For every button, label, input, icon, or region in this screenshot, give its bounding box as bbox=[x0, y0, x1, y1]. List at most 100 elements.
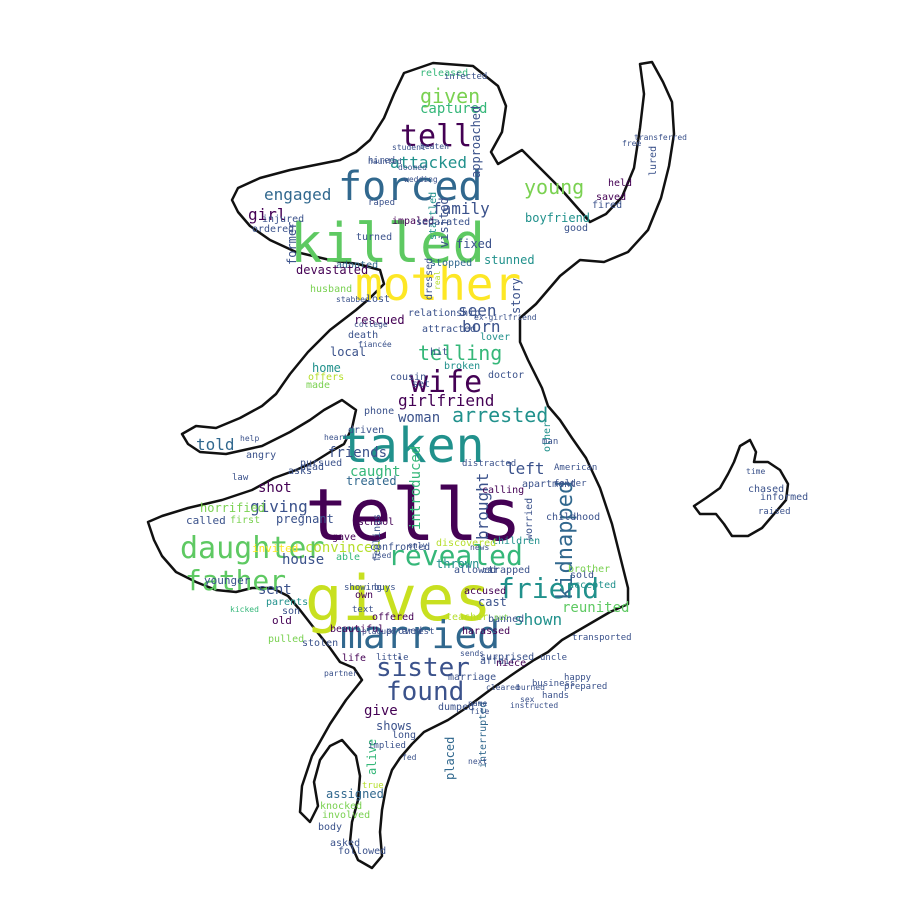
word-chased: chased bbox=[748, 484, 784, 495]
word-interrupted: interrupted bbox=[478, 702, 489, 768]
word-revealed: revealed bbox=[388, 539, 523, 572]
word-caught: caught bbox=[350, 464, 401, 480]
word-pulled: pulled bbox=[268, 634, 304, 645]
word-harassed: harassed bbox=[462, 626, 510, 637]
word-surprised: surprised bbox=[480, 652, 534, 663]
word-transported: transported bbox=[572, 633, 632, 643]
word-little: little bbox=[376, 653, 409, 663]
word-distracted: distracted bbox=[462, 459, 516, 469]
word-brother: brother bbox=[568, 564, 610, 575]
word-offered: offered bbox=[372, 612, 414, 623]
word-feelings: feelings bbox=[372, 514, 383, 562]
word-hired: hired bbox=[368, 156, 395, 166]
word-introduced: introduced bbox=[408, 446, 424, 530]
word-name: name bbox=[468, 699, 487, 708]
word-born: born bbox=[462, 317, 501, 336]
word-burned: burned bbox=[516, 683, 545, 692]
word-accepted: accepted bbox=[568, 580, 616, 591]
word-engaged: engaged bbox=[264, 185, 331, 204]
word-beaten: beaten bbox=[420, 142, 449, 151]
word-file: file bbox=[470, 707, 489, 716]
word-used: used bbox=[372, 551, 391, 560]
word-lost: lost bbox=[366, 294, 390, 305]
word-adopted: adopted bbox=[336, 260, 378, 271]
word-injured: injured bbox=[262, 214, 304, 225]
word-accused: accused bbox=[464, 586, 506, 597]
word-found: found bbox=[386, 677, 464, 707]
girl-silhouette bbox=[146, 60, 676, 870]
word-placed: placed bbox=[443, 737, 457, 780]
word-implied: implied bbox=[368, 741, 406, 751]
word-brought: brought bbox=[473, 473, 492, 540]
word-story: story bbox=[509, 278, 523, 314]
word-school: school bbox=[358, 517, 394, 528]
word-telling: telling bbox=[418, 341, 502, 365]
word-stolen: stolen bbox=[302, 638, 338, 649]
word-free: free bbox=[622, 139, 641, 148]
word-asked: asked bbox=[330, 838, 360, 849]
word-girl: girl bbox=[248, 205, 287, 224]
word-life: life bbox=[342, 653, 366, 664]
word-father: father bbox=[185, 564, 286, 597]
word-teacher: teacher bbox=[446, 612, 488, 623]
word-invited: invited bbox=[252, 542, 298, 555]
word-american: American bbox=[554, 463, 597, 473]
word-car: car bbox=[482, 566, 499, 576]
word-parents: parents bbox=[266, 597, 308, 608]
word-former: former bbox=[285, 222, 299, 265]
word-seen: seen bbox=[458, 301, 497, 320]
word-happy: happy bbox=[564, 673, 592, 683]
word-sends: sends bbox=[460, 649, 484, 658]
word-news: news bbox=[470, 543, 489, 552]
word-uncle: uncle bbox=[540, 653, 567, 663]
word-fianc-e: fiancée bbox=[358, 339, 392, 349]
word-transferred: transferred bbox=[634, 133, 687, 142]
word-thrown: thrown bbox=[436, 557, 479, 571]
word-son: son bbox=[282, 606, 300, 617]
word-mother: mother bbox=[355, 257, 521, 311]
word-lured: lured bbox=[648, 146, 659, 176]
word-ex-girlfriend: ex-girlfriend bbox=[474, 313, 537, 322]
word-left: left bbox=[506, 459, 545, 478]
word-released: released bbox=[420, 68, 468, 79]
word-raped: raped bbox=[368, 198, 395, 208]
word-asks: asks bbox=[288, 466, 312, 477]
word-proved: proved bbox=[386, 626, 422, 637]
word-held: held bbox=[608, 178, 632, 189]
word-told: told bbox=[196, 435, 235, 454]
rabbit-silhouette bbox=[692, 438, 790, 538]
word-house: house bbox=[282, 552, 324, 568]
word-home: home bbox=[312, 361, 341, 375]
word-able: able bbox=[336, 552, 360, 563]
word-girlfriend: girlfriend bbox=[398, 391, 494, 410]
word-cleared: cleared bbox=[486, 683, 520, 692]
word-infected: infected bbox=[444, 72, 487, 82]
word-assigned: assigned bbox=[326, 787, 384, 801]
word-younger: younger bbox=[204, 574, 251, 587]
word-called: called bbox=[186, 514, 226, 527]
word-relationship: relationship bbox=[408, 308, 480, 319]
word-devastated: devastated bbox=[296, 263, 368, 277]
word-given: given bbox=[420, 84, 480, 108]
word-shot: shot bbox=[258, 480, 292, 496]
word-stopped: stopped bbox=[430, 258, 472, 269]
word-dead: dead bbox=[300, 462, 324, 473]
word-hit: hit bbox=[430, 347, 448, 358]
word-fixed: fixed bbox=[456, 237, 492, 251]
word-family: family bbox=[432, 199, 490, 218]
word-other: other bbox=[542, 422, 553, 452]
word-partner: partner bbox=[324, 669, 358, 678]
word-first: first bbox=[230, 515, 260, 526]
word-arrested: arrested bbox=[452, 403, 548, 427]
word-friend: friend bbox=[498, 572, 599, 605]
word-phone: phone bbox=[364, 406, 394, 417]
word-young: young bbox=[524, 175, 584, 199]
word-marriage: marriage bbox=[448, 672, 496, 683]
word-real: real bbox=[433, 271, 442, 290]
word-stabbed: stabbed bbox=[336, 295, 370, 304]
word-death: death bbox=[348, 330, 378, 341]
word-gave: gave bbox=[332, 532, 356, 543]
word-next: next bbox=[468, 757, 487, 766]
word-shown: shown bbox=[514, 610, 562, 629]
